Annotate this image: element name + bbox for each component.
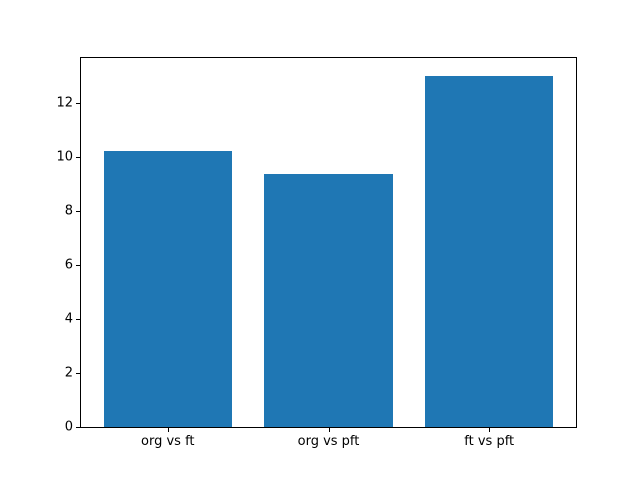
y-tick-mark bbox=[76, 372, 80, 374]
y-tick-label: 0 bbox=[64, 419, 73, 435]
x-tick-mark bbox=[489, 428, 491, 432]
x-tick-label: ft vs pft bbox=[464, 434, 515, 449]
y-tick-mark bbox=[76, 427, 80, 428]
y-tick-label: 8 bbox=[64, 203, 73, 219]
y-tick-mark bbox=[76, 156, 80, 158]
bar-org-vs-ft bbox=[103, 151, 233, 427]
x-tick-mark bbox=[328, 428, 330, 432]
bar-org-vs-pft bbox=[264, 174, 393, 427]
y-tick-label: 12 bbox=[56, 95, 73, 111]
y-tick-label: 6 bbox=[64, 257, 73, 273]
y-tick-label: 4 bbox=[64, 311, 73, 327]
y-tick-mark bbox=[76, 318, 80, 320]
plot-area: org vs ft org vs pft ft vs pft 0 2 4 6 8 10 12 bbox=[56, 57, 577, 448]
y-tick-mark bbox=[76, 210, 80, 212]
bar-ft-vs-pft bbox=[424, 75, 554, 427]
x-tick-mark bbox=[167, 428, 169, 432]
x-tick-label: org vs pft bbox=[297, 434, 360, 449]
y-tick-label: 2 bbox=[64, 365, 73, 381]
y-tick-label: 10 bbox=[56, 149, 73, 165]
x-tick-label: org vs ft bbox=[141, 434, 195, 449]
y-tick-mark bbox=[76, 264, 80, 266]
y-tick-mark bbox=[76, 102, 80, 104]
